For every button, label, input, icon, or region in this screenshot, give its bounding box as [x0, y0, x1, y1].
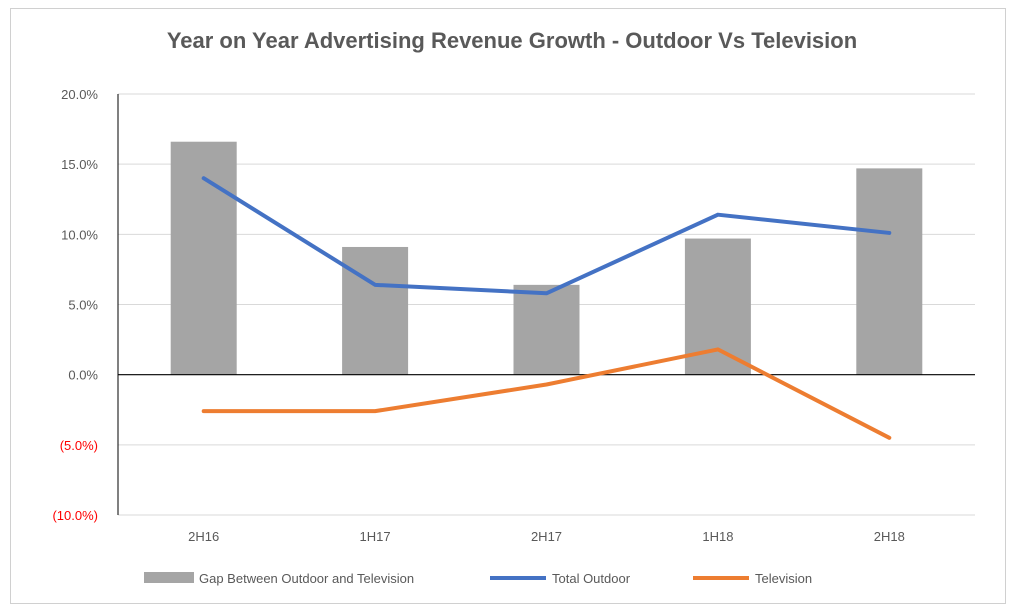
x-tick-label: 1H17 — [360, 529, 391, 544]
y-tick-label: 5.0% — [68, 298, 98, 313]
y-tick-label: (5.0%) — [60, 438, 98, 453]
legend-swatch-bar — [144, 572, 194, 583]
y-tick-label: 20.0% — [61, 87, 98, 102]
y-tick-label: (10.0%) — [52, 508, 98, 523]
bar — [513, 284, 580, 375]
y-tick-label: 0.0% — [68, 368, 98, 383]
bar — [342, 246, 409, 375]
legend-label: Gap Between Outdoor and Television — [199, 571, 414, 586]
chart-title: Year on Year Advertising Revenue Growth … — [166, 28, 858, 53]
x-tick-label: 1H18 — [702, 529, 733, 544]
y-tick-label: 15.0% — [61, 157, 98, 172]
legend-label: Television — [755, 571, 812, 586]
x-tick-label: 2H18 — [874, 529, 905, 544]
y-tick-label: 10.0% — [61, 227, 98, 242]
line-series-television — [201, 347, 892, 440]
x-tick-label: 2H16 — [188, 529, 219, 544]
x-tick-label: 2H17 — [531, 529, 562, 544]
bar — [856, 168, 923, 375]
line-series-total-outdoor — [201, 176, 892, 296]
legend-label: Total Outdoor — [552, 571, 631, 586]
